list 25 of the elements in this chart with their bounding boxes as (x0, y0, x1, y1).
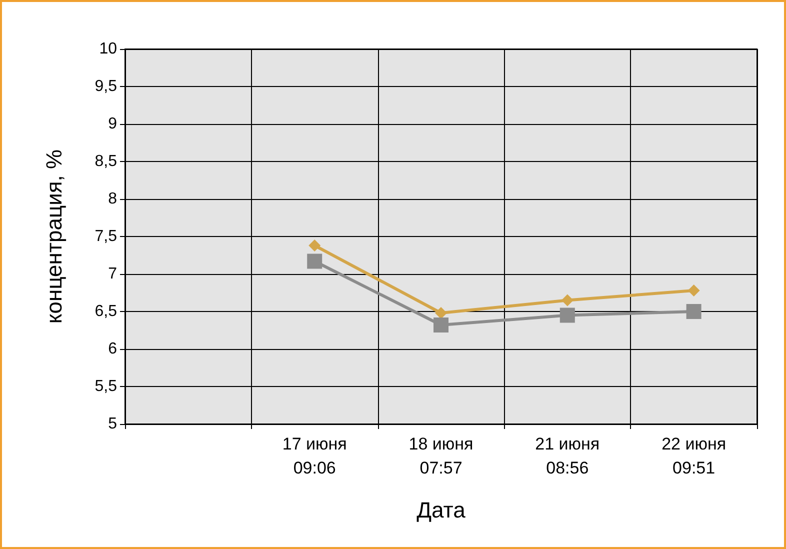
point (435, 307, 447, 319)
y-tick-label: 8,5 (94, 153, 118, 170)
y-tick-label: 8 (108, 190, 118, 208)
x-axis-title: Дата (416, 498, 466, 522)
y-tick-label: 5,5 (94, 378, 118, 395)
y-tick-label: 9,5 (94, 78, 118, 95)
point (686, 304, 702, 319)
y-tick-label: 10 (99, 40, 118, 58)
y-tick-label: 5 (108, 416, 118, 432)
y-axis-title: концентрация, % (42, 149, 66, 324)
y-tick-label: 6,5 (94, 303, 118, 320)
x-tick-label: 17 июня 09:06 (282, 434, 347, 478)
point (688, 284, 700, 296)
x-tick-label: 21 июня 08:56 (535, 434, 600, 478)
point (307, 254, 322, 269)
y-tick-label: 6 (108, 340, 118, 358)
x-tick-label: 22 июня 09:51 (662, 434, 726, 478)
point (560, 308, 575, 323)
point (561, 294, 574, 306)
y-tick-label: 7,5 (94, 228, 118, 245)
x-tick-label: 18 июня 07:57 (408, 434, 474, 478)
y-tick-label: 9 (108, 116, 118, 132)
y-tick-label: 7 (108, 266, 118, 282)
point (308, 240, 321, 252)
point (434, 318, 448, 332)
